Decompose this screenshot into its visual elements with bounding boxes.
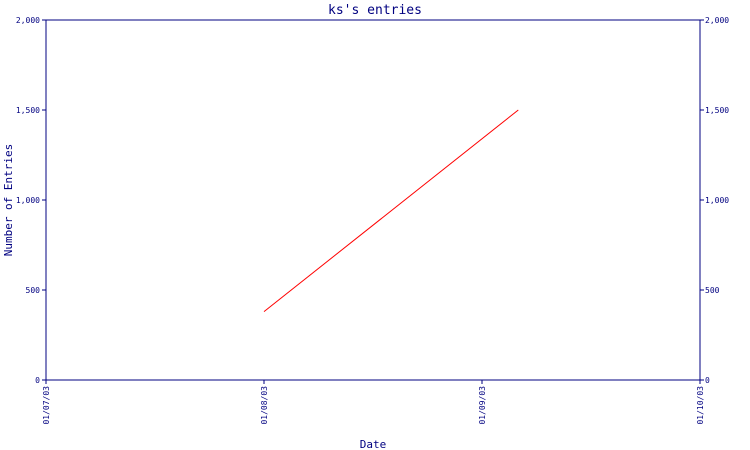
chart-title: ks's entries xyxy=(328,3,422,18)
x-tick-label: 01/07/03 xyxy=(42,386,51,425)
x-axis-label: Date xyxy=(360,438,387,450)
y-tick-label-right: 0 xyxy=(705,376,710,385)
y-tick-label-left: 1,500 xyxy=(16,106,40,115)
x-tick-label: 01/10/03 xyxy=(696,386,705,425)
plot-area xyxy=(45,19,701,381)
series-line xyxy=(263,109,519,312)
y-axis-label: Number of Entries xyxy=(2,144,15,257)
y-tick-label-left: 0 xyxy=(35,376,40,385)
y-tick-label-right: 2,000 xyxy=(705,16,729,25)
y-tick-label-left: 500 xyxy=(26,286,41,295)
x-tick-label: 01/09/03 xyxy=(478,386,487,425)
x-tick-label: 01/08/03 xyxy=(260,386,269,425)
y-tick-label-right: 1,000 xyxy=(705,196,729,205)
y-tick-label-left: 1,000 xyxy=(16,196,40,205)
y-tick-label-left: 2,000 xyxy=(16,16,40,25)
y-tick-label-right: 1,500 xyxy=(705,106,729,115)
y-tick-label-right: 500 xyxy=(705,286,720,295)
